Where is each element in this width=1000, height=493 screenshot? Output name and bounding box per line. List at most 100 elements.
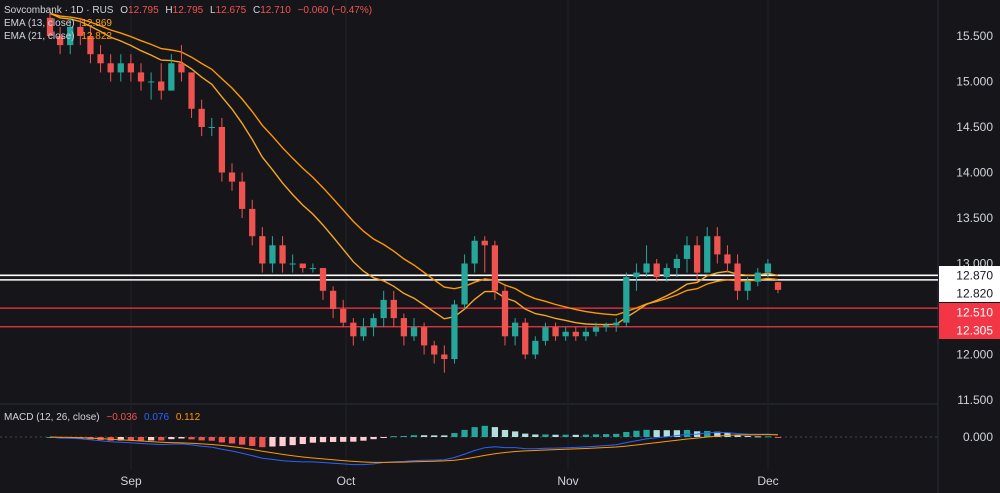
candle-body <box>491 245 499 291</box>
candle-body <box>764 263 772 273</box>
macd-hist-bar <box>127 437 135 441</box>
ema21-legend[interactable]: EMA (21, close) 12.822 <box>4 30 116 43</box>
macd-hist-bar <box>623 431 630 437</box>
candle-body <box>198 108 205 127</box>
macd-hist-bar <box>329 437 337 442</box>
macd-hist-bar <box>491 427 499 437</box>
price-line-label-bg <box>939 284 1000 302</box>
macd-hist-bar <box>137 437 145 441</box>
ema13-line <box>49 12 779 326</box>
price-lines <box>0 274 938 328</box>
macd-hist-bar <box>461 429 468 437</box>
ema13-value: 12.869 <box>81 18 112 29</box>
macd-hist-bar <box>158 437 165 441</box>
candle-body <box>299 263 306 269</box>
y-tick-label: 11.500 <box>957 393 993 407</box>
candle-body <box>633 272 640 278</box>
candle-body <box>228 172 236 182</box>
candle-body <box>289 263 296 265</box>
macd-hist-bar <box>542 434 549 437</box>
candle-body <box>663 268 670 278</box>
macd-hist-bar <box>471 427 478 437</box>
candle-body <box>613 322 620 326</box>
macd-hist-bar <box>289 437 296 446</box>
change-value: −0.060 (−0.47%) <box>297 5 373 16</box>
candle-body <box>400 318 408 337</box>
candle-body <box>208 127 215 128</box>
macd-signal-value: 0.112 <box>175 412 201 423</box>
candle-body <box>592 327 600 332</box>
y-tick-label: 12.000 <box>956 348 993 362</box>
macd-hist-bar <box>511 431 519 437</box>
candle-body <box>704 236 711 273</box>
macd-hist-bar <box>249 437 256 446</box>
macd-tick-label: 0.000 <box>963 430 993 444</box>
macd-line-value: 0.076 <box>144 412 170 423</box>
low-value: 12.675 <box>215 5 247 16</box>
candle-body <box>441 354 448 360</box>
candle-body <box>107 63 114 73</box>
candle-body <box>582 331 590 337</box>
macd-hist-bar <box>744 435 751 437</box>
candle-body <box>238 181 246 209</box>
y-tick-label: 15.000 <box>956 75 993 89</box>
macd-hist-bar <box>582 434 590 437</box>
x-tick-label: Sep <box>120 474 142 488</box>
candle-body <box>158 81 165 91</box>
macd-hist-bar <box>704 430 711 437</box>
macd-hist-bar <box>643 429 650 437</box>
ema21-value: 12.822 <box>81 31 112 42</box>
candle-body <box>471 240 478 264</box>
candle-body <box>87 36 94 55</box>
macd-hist-bar <box>390 436 397 438</box>
macd-hist-bar <box>238 437 246 445</box>
macd-hist-bar <box>218 437 226 443</box>
candle-body <box>168 63 175 91</box>
symbol-name: Sovcombank · 1D · RUS <box>4 5 114 16</box>
macd-hist-bar <box>208 437 215 441</box>
macd-hist-bar <box>198 437 205 441</box>
candle-body <box>269 245 276 264</box>
macd-line <box>49 431 779 466</box>
candle-body <box>532 340 539 355</box>
macd-hist-bar <box>441 435 448 437</box>
candle-body <box>754 272 761 282</box>
candle-body <box>653 263 660 278</box>
macd-hist-bar <box>451 433 458 437</box>
ema13-legend[interactable]: EMA (13, close) 12.869 <box>4 17 116 30</box>
macd-hist-bar <box>633 430 640 437</box>
candle-body <box>522 322 529 355</box>
price-line-label-bg <box>939 303 1000 321</box>
macd-hist-bar <box>562 434 569 437</box>
symbol-legend: Sovcombank · 1D · RUS O12.795 H12.795 L1… <box>4 4 376 17</box>
macd-hist-bar <box>572 434 579 437</box>
price-axis: 15.50015.00014.50014.00013.50013.00012.5… <box>939 29 1000 444</box>
macd-hist-bar <box>188 437 195 440</box>
candle-body <box>511 322 519 337</box>
candle-body <box>431 345 438 355</box>
candle-body <box>693 245 701 273</box>
candle-body <box>461 263 468 305</box>
candle-body <box>572 331 579 337</box>
macd-hist-value: −0.036 <box>106 412 138 423</box>
ema13-label: EMA (13, close) <box>4 18 75 29</box>
close-label: C <box>252 5 261 16</box>
candle-body <box>137 72 145 82</box>
candle-body <box>67 26 74 46</box>
candle-body <box>56 36 64 46</box>
macd-hist-bar <box>673 430 681 437</box>
price-line-label: 12.820 <box>956 287 993 301</box>
candle-body <box>410 327 418 337</box>
macd-hist-bar <box>481 425 488 437</box>
macd-hist-bar <box>764 436 772 438</box>
macd-hist-bar <box>380 437 387 438</box>
close-value: 12.710 <box>260 5 291 16</box>
candle-body <box>623 277 630 323</box>
candle-body <box>188 72 195 109</box>
macd-hist-bar <box>522 433 529 437</box>
macd-legend[interactable]: MACD (12, 26, close) −0.036 0.076 0.112 <box>4 411 204 424</box>
candle-body <box>259 236 266 264</box>
candle-body <box>552 327 559 337</box>
macd-hist-bar <box>370 437 377 440</box>
